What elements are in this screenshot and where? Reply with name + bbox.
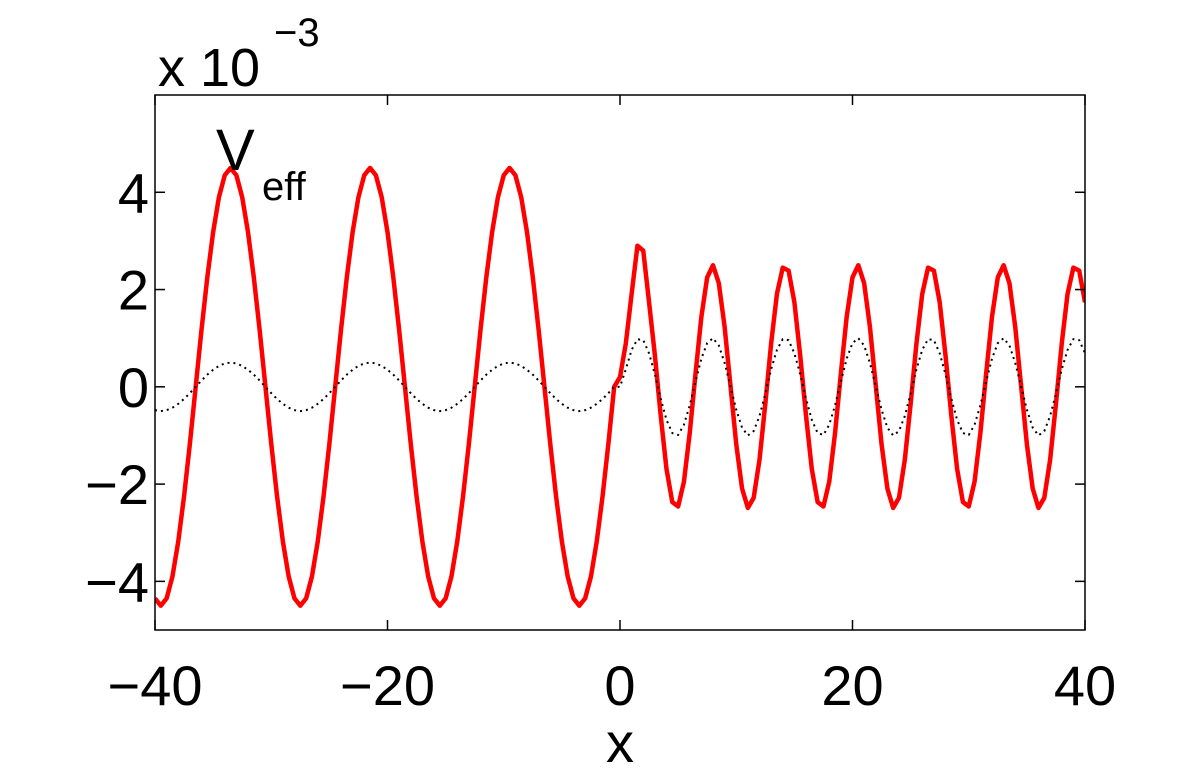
x-tick-label: 0 <box>604 654 635 717</box>
series-line <box>155 165 1085 608</box>
y-tick-label: 0 <box>118 356 149 419</box>
annotation: V <box>216 118 255 183</box>
x-axis-label: x <box>606 711 634 774</box>
x-tick-label: −40 <box>108 654 203 717</box>
series-line <box>155 337 1085 437</box>
multiplier: x 10 <box>158 38 260 98</box>
plot-area <box>155 95 1085 630</box>
x-tick-label: −20 <box>340 654 435 717</box>
y-tick-label: −2 <box>85 453 149 516</box>
x-tick-label: 40 <box>1054 654 1116 717</box>
y-tick-label: 4 <box>118 161 149 224</box>
x-tick-label: 20 <box>821 654 883 717</box>
y-tick-label: 2 <box>118 259 149 322</box>
y-tick-label: −4 <box>85 550 149 613</box>
multiplier-exponent: −3 <box>274 11 320 55</box>
annotation-subscript: eff <box>262 165 307 209</box>
